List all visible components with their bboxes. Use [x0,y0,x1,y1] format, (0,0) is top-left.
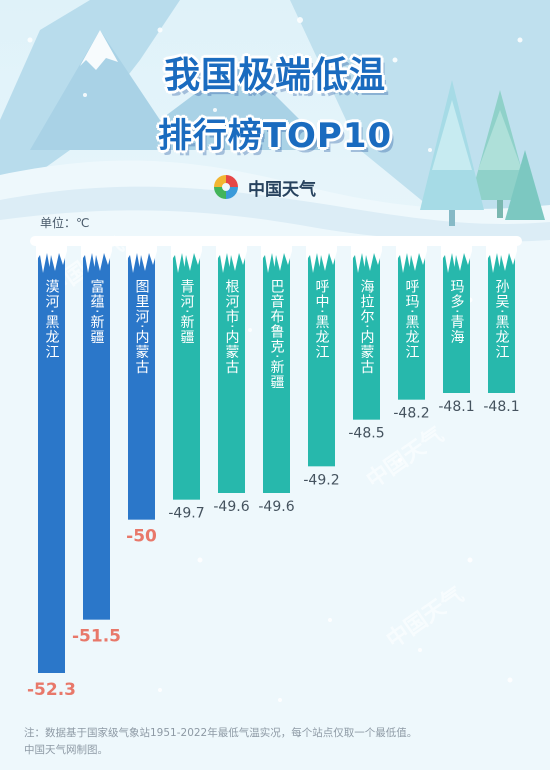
icicle-cap [441,239,472,273]
bar [173,243,200,500]
bar [263,243,290,493]
mountain-snowcap [80,30,118,70]
bar-value-label: -49.6 [213,499,249,515]
bar-category-label: 根河市·内蒙古 [224,279,240,374]
footnote: 注：数据基于国家级气象站1951-2022年最低气温实况，每个站点仅取一个最低值… [24,725,544,759]
bar-value-label: -48.5 [348,426,384,442]
icicle-cap [261,239,292,273]
unit-label: 单位：℃ [40,216,90,230]
footnote-line-1: 注：数据基于国家级气象站1951-2022年最低气温实况，每个站点仅取一个最低值… [24,727,418,739]
swirl-logo-icon [214,175,238,199]
bar-category-label: 海拉尔·内蒙古 [359,279,375,374]
bar-value-label: -49.7 [168,506,204,522]
icicle-cap [126,239,157,273]
bar-category-label: 漠河·黑龙江 [44,279,60,359]
bar-category-label: 图里河·内蒙古 [134,279,150,374]
bar-value-label: -49.2 [303,472,339,488]
bar-value-label: -52.3 [27,680,76,700]
bar-category-label: 玛多·青海 [449,279,465,344]
icicle-cap [216,239,247,273]
bar [128,243,155,520]
bar-value-label: -50 [126,527,157,547]
bar-value-label: -48.1 [438,399,474,415]
icicle-cap [486,239,517,273]
bar [218,243,245,493]
icicle-cap [396,239,427,273]
bar-category-label: 青河·新疆 [179,279,195,344]
bar-category-label: 富蕴·新疆 [89,278,105,344]
bar [83,243,110,620]
icicle-cap [81,239,112,273]
logo-text: 中国天气 [248,179,316,200]
bar-category-label: 呼中·黑龙江 [314,279,330,359]
mountain-back [30,30,330,150]
bar-value-label: -48.2 [393,406,429,422]
pine-trees [420,80,545,226]
icicle-cap [36,239,67,273]
bar-value-label: -51.5 [72,627,121,647]
bar [38,243,65,673]
title-line-1: 我国极端低温 [163,55,386,96]
bar-category-label: 呼玛·黑龙江 [404,279,420,359]
bar-value-label: -48.1 [483,399,519,415]
icicle-cap [306,239,337,273]
title-line-2: 排行榜TOP10 [157,116,393,156]
bar-category-label: 孙吴·黑龙江 [494,279,510,359]
bar [353,243,380,420]
brand-logo: 中国天气 [210,170,316,204]
bar-value-label: -49.6 [258,499,294,515]
icicle-cap [171,239,202,273]
footnote-line-2: 中国天气网制图。 [24,744,108,756]
bar-category-label: 巴音布鲁克·新疆 [269,279,285,389]
icicle-cap [351,239,382,273]
snow-hill-shade [0,186,550,242]
bar [308,243,335,467]
